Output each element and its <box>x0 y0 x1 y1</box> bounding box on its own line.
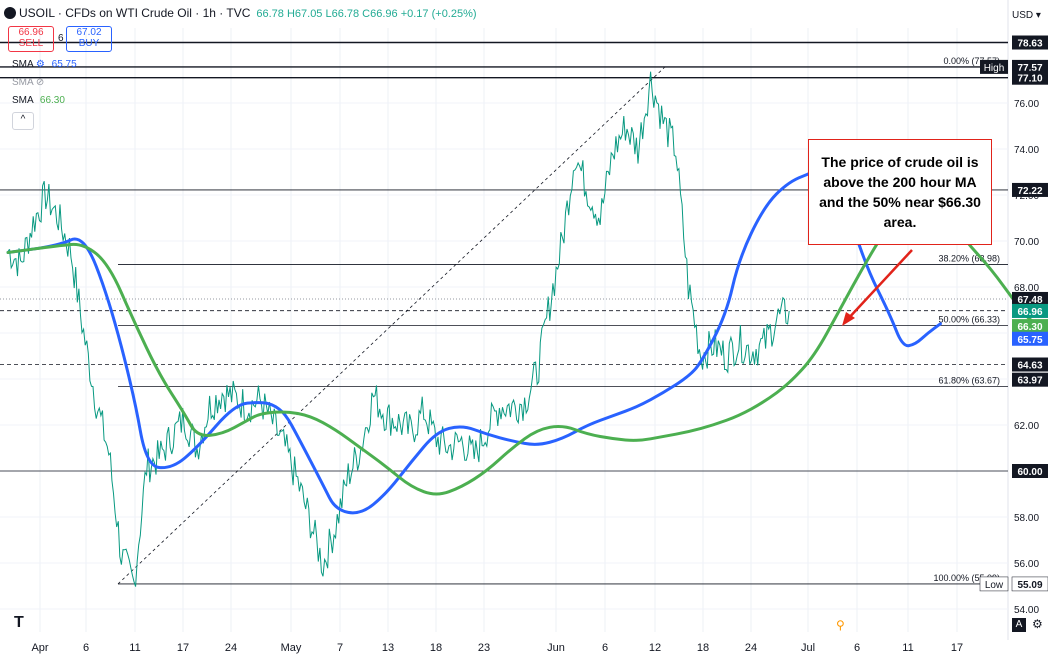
price-tag-label: 66.96 <box>1017 307 1042 318</box>
price-tag-label: 78.63 <box>1017 39 1042 50</box>
symbol-logo-icon <box>4 7 16 19</box>
annotation-arrow <box>845 249 913 322</box>
indicator-name: SMA <box>12 77 34 88</box>
price-tag <box>1012 303 1048 318</box>
price-tag-flag <box>980 59 1008 74</box>
spread-value: 6 <box>58 33 64 44</box>
target-icon[interactable]: ⚲ <box>836 618 845 632</box>
fib-label: 38.20% (68.98) <box>938 253 1000 263</box>
x-tick-label: 11 <box>902 642 913 654</box>
price-tag-label: 65.75 <box>1017 335 1042 346</box>
fib-label: 50.00% (66.33) <box>938 314 1000 324</box>
price-tag <box>1012 464 1048 478</box>
price-tag-label: 64.63 <box>1017 361 1042 372</box>
y-tick-label: 70.00 <box>1014 237 1039 248</box>
price-tag-flag <box>979 576 1009 592</box>
indicator-value: 65.75 <box>51 59 77 70</box>
tradingview-logo-icon: T <box>14 614 24 631</box>
price-tag <box>1012 35 1048 50</box>
annotation-text: The price of crude oil is above the 200 … <box>819 154 981 230</box>
y-tick-label: 74.00 <box>1014 145 1039 156</box>
price-tag-label: 77.57 <box>1017 63 1042 74</box>
annotation-box: The price of crude oil is above the 200 … <box>808 139 992 245</box>
ohlc-readout: 66.78 H67.05 L66.78 C66.96 +0.17 (+0.25%… <box>256 8 477 20</box>
price-tag <box>1012 357 1048 372</box>
indicator-sma-blue[interactable]: SMA ⚙ 65.75 <box>12 59 77 70</box>
x-tick-label: 18 <box>697 642 709 654</box>
collapse-indicators-button[interactable]: ^ <box>12 112 34 130</box>
x-tick-label: 18 <box>430 642 442 654</box>
price-tag-label: 60.00 <box>1017 467 1042 478</box>
x-tick-label: 7 <box>337 642 343 654</box>
price-tag <box>1012 59 1048 74</box>
y-tick-label: 54.00 <box>1014 605 1039 616</box>
x-tick-label: 17 <box>951 642 963 654</box>
price-tag <box>1012 372 1048 387</box>
x-tick-label: 17 <box>177 642 189 654</box>
settings-icon[interactable]: ⚙ <box>35 59 45 70</box>
price-tag-label: 55.09 <box>1017 580 1042 591</box>
fib-label: 0.00% (77.57) <box>943 56 1000 66</box>
price-tag-label: 63.97 <box>1017 376 1042 387</box>
buy-price: 67.02 <box>76 27 102 38</box>
buy-label: BUY <box>78 38 100 49</box>
y-tick-label: 62.00 <box>1014 421 1039 432</box>
y-tick-label: 56.00 <box>1014 559 1039 570</box>
fib-label: 61.80% (63.67) <box>938 376 1000 386</box>
indicator-name: SMA <box>12 59 34 70</box>
sell-label: SELL <box>18 38 44 49</box>
y-tick-label: 68.00 <box>1014 283 1039 294</box>
currency-label: USD <box>1012 10 1034 21</box>
x-tick-label: Jul <box>801 642 815 654</box>
x-tick-label: 12 <box>649 642 661 654</box>
annotation-arrowhead <box>842 312 855 326</box>
currency-selector[interactable]: USD ▾ <box>1012 10 1041 21</box>
y-tick-label: 58.00 <box>1014 513 1039 524</box>
buy-button[interactable]: 67.02 BUY <box>66 26 112 52</box>
price-tag <box>1012 319 1048 334</box>
x-tick-label: 24 <box>225 642 237 654</box>
y-tick-label: 76.00 <box>1014 99 1039 110</box>
indicator-name: SMA <box>12 95 34 106</box>
sma-green-line <box>6 203 1043 496</box>
x-tick-label: 6 <box>83 642 89 654</box>
price-tag <box>1012 331 1048 346</box>
x-tick-label: 11 <box>129 642 140 654</box>
x-tick-label: 6 <box>854 642 860 654</box>
indicator-sma-hidden[interactable]: SMA ⊘ <box>12 77 44 88</box>
auto-scale-button[interactable]: A <box>1012 618 1026 632</box>
indicator-value: 66.30 <box>39 95 65 106</box>
indicator-sma-green[interactable]: SMA 66.30 <box>12 95 65 106</box>
chart-header: USOIL · CFDs on WTI Crude Oil · 1h · TVC… <box>4 6 477 20</box>
x-tick-label: Jun <box>547 642 565 654</box>
price-series-line <box>7 71 790 587</box>
price-tag <box>1012 70 1048 85</box>
price-tag-label: 72.22 <box>1017 186 1042 197</box>
x-tick-label: 24 <box>745 642 757 654</box>
price-tag-label: 67.48 <box>1017 295 1042 306</box>
price-tag-flag-label: Low <box>985 580 1004 591</box>
x-tick-label: Apr <box>31 642 48 654</box>
settings-gear-icon[interactable]: ⚙ <box>1032 617 1043 631</box>
sell-button[interactable]: 66.96 SELL <box>8 26 54 52</box>
eye-hidden-icon[interactable]: ⊘ <box>35 77 45 88</box>
price-tag-label: 66.30 <box>1017 322 1042 333</box>
price-tag-label: 77.10 <box>1017 74 1042 85</box>
sell-price: 66.96 <box>18 27 44 38</box>
chart-title: USOIL · CFDs on WTI Crude Oil · 1h · TVC <box>19 6 251 20</box>
price-tag <box>1012 291 1048 306</box>
x-tick-label: 23 <box>478 642 490 654</box>
price-tag <box>1011 576 1048 592</box>
price-tag-flag-label: High <box>984 63 1005 74</box>
x-tick-label: 13 <box>382 642 394 654</box>
price-tag <box>1012 182 1048 197</box>
fib-label: 100.00% (55.09) <box>933 573 1000 583</box>
x-tick-label: May <box>281 642 302 654</box>
x-tick-label: 6 <box>602 642 608 654</box>
